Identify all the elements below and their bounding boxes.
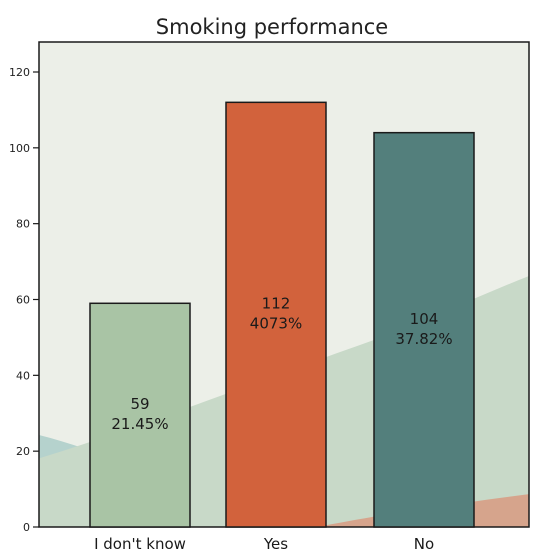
y-tick-label: 0 — [23, 521, 30, 534]
y-tick-label: 120 — [9, 66, 30, 79]
y-tick-label: 40 — [16, 369, 30, 382]
bar — [89, 302, 191, 528]
bar — [373, 131, 475, 528]
bar-data-label: 112 — [262, 295, 291, 313]
bar — [225, 101, 327, 528]
bar-series: 59 21.45% 112 4073% 104 37.82% — [89, 101, 475, 528]
chart-title: Smoking performance — [156, 15, 388, 39]
y-tick-label: 60 — [16, 294, 30, 307]
bar-data-label: 4073% — [250, 315, 302, 333]
bar-data-label: 21.45% — [111, 415, 168, 433]
x-tick-label: Yes — [263, 535, 288, 553]
y-tick-label: 100 — [9, 142, 30, 155]
y-tick-label: 20 — [16, 445, 30, 458]
bar-data-label: 104 — [410, 310, 439, 328]
bar-data-label: 37.82% — [395, 330, 452, 348]
x-tick-label: No — [414, 535, 434, 553]
y-axis: 0 20 40 60 80 100 120 — [9, 66, 39, 534]
y-tick-label: 80 — [16, 218, 30, 231]
x-tick-label: I don't know — [94, 535, 186, 553]
bar-data-label: 59 — [130, 395, 149, 413]
x-axis-labels: I don't know Yes No — [94, 535, 434, 553]
